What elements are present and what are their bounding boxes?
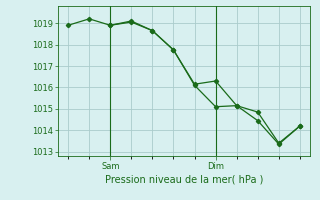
- X-axis label: Pression niveau de la mer( hPa ): Pression niveau de la mer( hPa ): [105, 175, 263, 185]
